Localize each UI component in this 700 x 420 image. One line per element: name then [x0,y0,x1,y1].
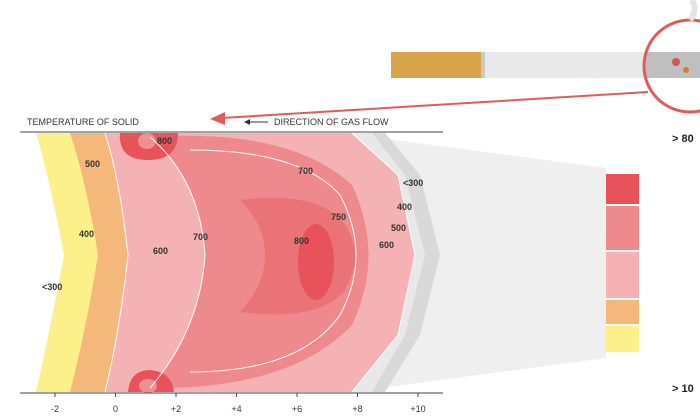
isotherm-label: 600 [153,246,168,256]
isotherm-label: 400 [397,202,412,212]
smoke-wisp [687,0,698,22]
isotherm-label: 700 [298,166,313,176]
temperature-contour-map [36,132,440,393]
x-tick-label: +10 [410,404,425,414]
isotherm-label: <300 [42,282,62,292]
isotherm-label: 750 [331,212,346,222]
temperature-of-solid-label: TEMPERATURE OF SOLID [27,117,139,127]
legend-swatch-300 [606,326,639,352]
cigarette-paper [485,52,645,78]
x-tick-label: +4 [231,404,241,414]
isotherm-label: 500 [85,159,100,169]
temperature-legend [606,174,639,352]
core-800-center [298,224,334,300]
legend-bottom-label: > 10 [672,383,694,395]
legend-top-label: > 80 [672,133,694,145]
isotherm-label: <300 [403,178,423,188]
x-tick-label: -2 [51,404,59,414]
x-tick-label: +8 [352,404,362,414]
isotherm-label: 500 [391,223,406,233]
x-tick-label: 0 [113,404,118,414]
isotherm-label: 700 [193,232,208,242]
x-tick-label: +6 [292,404,302,414]
cigarette-illustration [391,0,700,114]
band-700 [150,135,369,389]
core-800-bottom-inner [139,379,157,393]
cigarette-ash [645,52,700,78]
isotherm-label: 600 [379,240,394,250]
core-800-top-inner [138,133,156,149]
cigarette-filter-band [481,52,485,78]
gas-flow-direction-label: DIRECTION OF GAS FLOW [274,117,389,127]
ember-dot [672,58,680,66]
legend-swatch-500 [606,300,639,324]
isotherm-label: 800 [157,136,172,146]
x-tick-label: +2 [171,404,181,414]
gas-flow-arrow-icon [244,119,268,125]
pointer-arrowhead-icon [210,112,225,125]
ember-dot [683,67,689,73]
isotherm-lines [104,132,416,393]
legend-swatch-600 [606,252,639,298]
isotherm-label: 400 [79,229,94,239]
legend-swatch-800 [606,174,639,204]
pointer-arrow [210,91,649,125]
x-axis-ticks: -2 0 +2 +4 +6 +8 +10 [51,393,426,414]
legend-swatch-700 [606,206,639,250]
isotherm-label: 800 [294,236,309,246]
cigarette-filter [391,52,483,78]
